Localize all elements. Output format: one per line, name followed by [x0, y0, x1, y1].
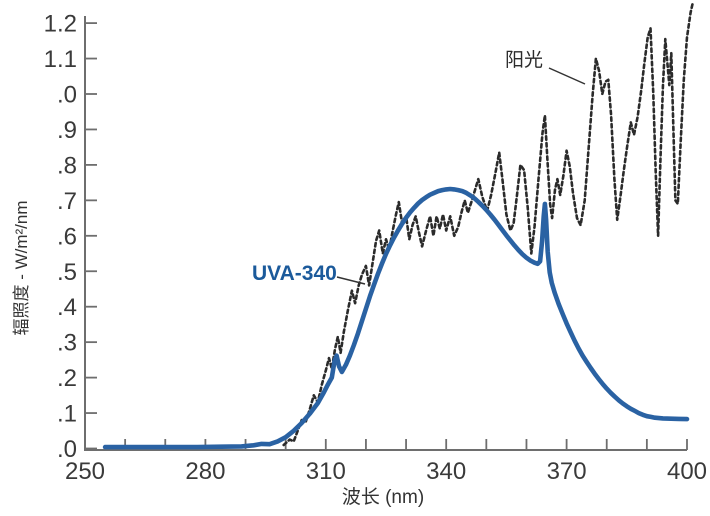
x-tick-label: 310 — [306, 458, 346, 485]
series-label-sunlight: 阳光 — [505, 50, 544, 71]
y-tick-label: 1.2 — [44, 11, 77, 38]
y-tick-label: .8 — [57, 152, 77, 179]
x-tick-label: 370 — [547, 458, 587, 485]
sunlight-pointer-line — [548, 67, 586, 85]
y-tick-label: .0 — [57, 82, 77, 109]
x-tick-label: 250 — [65, 458, 105, 485]
axis-lines — [84, 16, 687, 451]
y-tick-label: .5 — [57, 259, 77, 286]
uva340-curve — [102, 186, 690, 450]
uva340-pointer-line — [336, 276, 366, 285]
y-tick-label: .0 — [57, 436, 77, 463]
x-tick-label: 280 — [185, 458, 225, 485]
series-label-uva340: UVA-340 — [252, 262, 337, 285]
y-tick-label: 1.1 — [44, 46, 77, 73]
y-axis-title: 辐照度 - W/m²/nm — [12, 200, 31, 336]
sunlight-curve — [282, 0, 695, 447]
y-tick-label: .2 — [57, 365, 77, 392]
x-tick-label: 340 — [426, 458, 466, 485]
y-tick-label: .9 — [57, 117, 77, 144]
y-tick-label: .6 — [57, 223, 77, 250]
y-tick-label: .4 — [57, 294, 77, 321]
y-tick-label: .3 — [57, 330, 77, 357]
x-axis-title: 波长 (nm) — [341, 487, 425, 508]
x-tick-label: 400 — [667, 458, 707, 485]
y-tick-label: .1 — [57, 401, 77, 428]
y-tick-label: .7 — [57, 188, 77, 215]
